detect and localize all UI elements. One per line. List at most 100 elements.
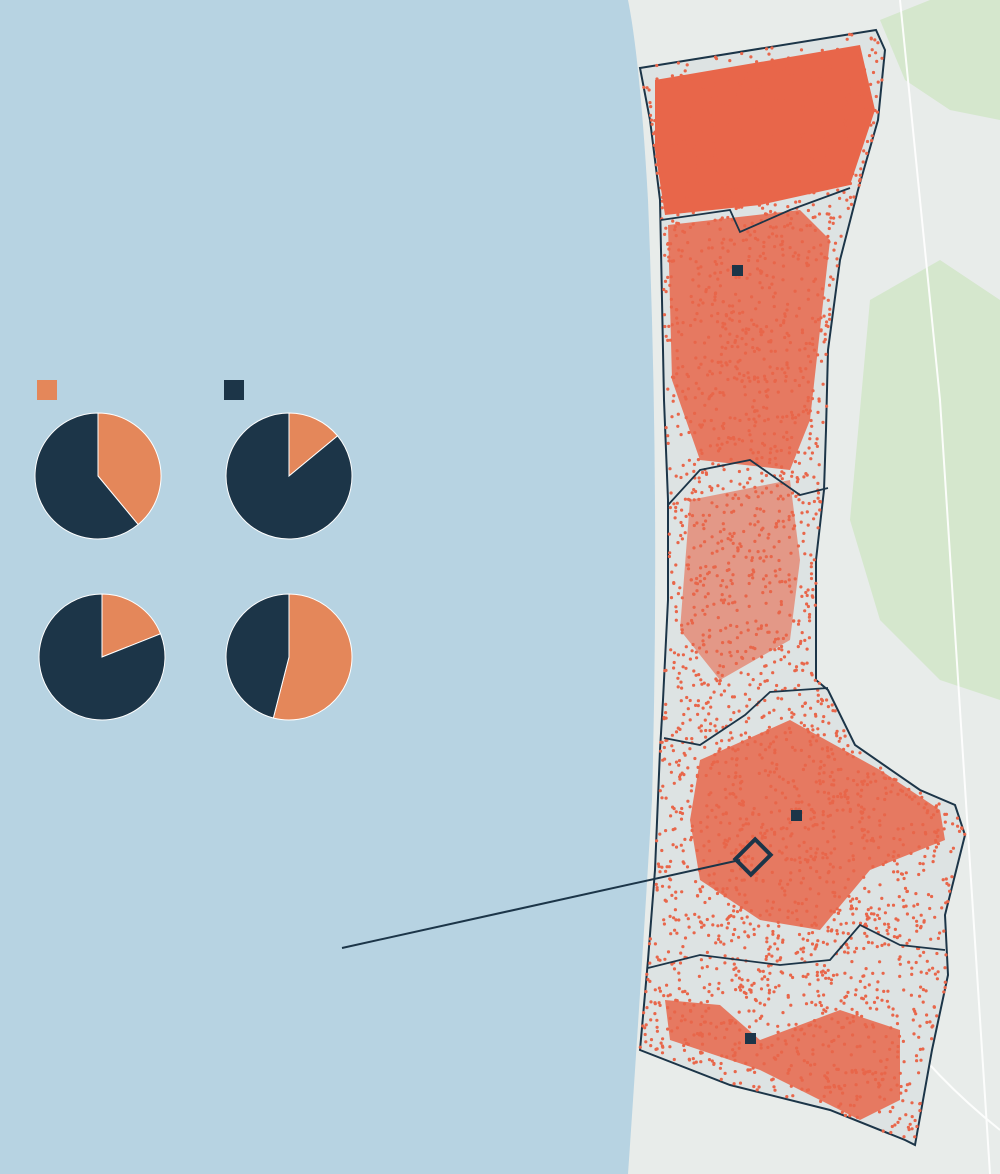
dot [817, 74, 822, 79]
dot [775, 763, 779, 767]
dot [770, 232, 775, 236]
dot [699, 958, 704, 962]
dot [738, 542, 742, 546]
dot [713, 218, 717, 222]
dot [757, 771, 761, 776]
dot [663, 279, 668, 283]
dot [732, 85, 736, 89]
dot [692, 469, 696, 473]
dot [763, 664, 767, 668]
dot [659, 740, 663, 744]
dot [805, 661, 809, 665]
dot [743, 856, 748, 860]
dot [776, 936, 780, 940]
dot [873, 38, 877, 42]
dot [949, 850, 953, 854]
dot [788, 821, 792, 825]
dot [747, 258, 751, 263]
dot [710, 501, 714, 505]
dot [755, 78, 759, 82]
dot [728, 160, 732, 164]
dot [748, 476, 752, 480]
dot [667, 259, 671, 263]
dot [820, 287, 825, 291]
dot [774, 522, 779, 526]
dot [860, 805, 864, 809]
dot [814, 780, 818, 784]
dot [873, 918, 877, 922]
dot [780, 579, 784, 584]
dot [719, 167, 723, 171]
dot [807, 93, 812, 97]
dot [856, 102, 861, 106]
dot [781, 264, 786, 268]
dot [861, 160, 865, 164]
dot [777, 647, 781, 651]
dot [838, 866, 842, 870]
dot [686, 917, 690, 921]
dot [908, 1082, 912, 1086]
dot [831, 973, 836, 978]
dot [777, 509, 782, 513]
dot [767, 176, 771, 180]
dot [672, 502, 676, 506]
dot [783, 580, 788, 584]
dot [732, 695, 737, 699]
dot [826, 148, 830, 152]
dot [731, 1048, 735, 1052]
dot [683, 531, 687, 535]
dot [785, 414, 789, 418]
dot [673, 908, 678, 912]
dot [821, 940, 826, 945]
dot [872, 1040, 876, 1044]
dot [737, 709, 741, 713]
dot [795, 211, 799, 215]
dot [832, 835, 836, 839]
dot [773, 245, 777, 249]
dot [722, 942, 726, 946]
dot [784, 737, 789, 742]
marker [745, 1033, 756, 1044]
dot [767, 461, 772, 465]
dot [910, 797, 914, 801]
dot [814, 512, 818, 516]
dot [714, 158, 719, 162]
dot [661, 80, 665, 84]
dot [731, 747, 735, 751]
dot [866, 772, 870, 776]
dot [776, 497, 780, 501]
dot [746, 672, 750, 677]
dot [832, 248, 836, 252]
dot [683, 69, 687, 73]
dot [793, 1028, 797, 1032]
dot [712, 1062, 716, 1066]
dot [896, 1050, 900, 1054]
dot [668, 283, 672, 287]
dot [771, 105, 775, 109]
dot [936, 834, 940, 839]
dot [727, 837, 732, 841]
dot [810, 157, 814, 161]
dot [831, 277, 835, 281]
dot [877, 1110, 882, 1114]
dot [801, 104, 805, 108]
dot [742, 134, 747, 138]
dot [855, 54, 859, 59]
dot [765, 940, 769, 944]
dot [670, 1029, 674, 1033]
dot [794, 909, 799, 913]
dot [731, 140, 735, 144]
dot [705, 804, 709, 808]
dot [719, 821, 723, 825]
dot [809, 457, 813, 461]
dot [846, 932, 850, 936]
dot [687, 114, 692, 118]
dot [766, 388, 770, 392]
dot [682, 209, 687, 213]
border [663, 687, 829, 746]
dot [713, 724, 717, 728]
dot [701, 639, 705, 643]
dot [925, 971, 929, 975]
dot [878, 835, 883, 839]
dot [904, 871, 908, 875]
